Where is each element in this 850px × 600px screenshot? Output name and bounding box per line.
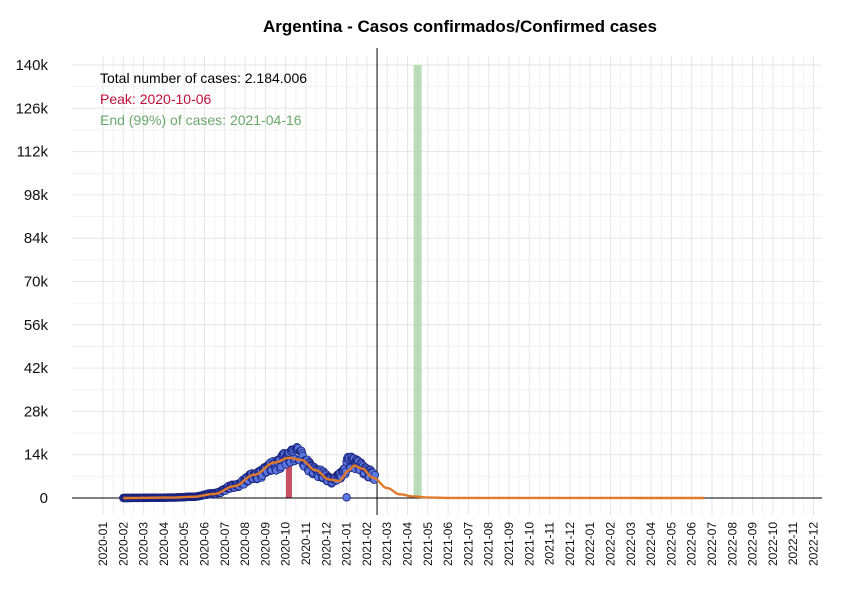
x-tick-label: 2021-11 <box>543 522 557 565</box>
grid <box>72 56 822 515</box>
x-tick-label: 2021-07 <box>461 522 475 566</box>
x-tick-label: 2021-09 <box>502 522 516 566</box>
x-tick-label: 2022-02 <box>604 522 618 566</box>
x-tick-label: 2020-05 <box>177 522 191 566</box>
y-tick-label: 0 <box>40 490 48 507</box>
x-tick-label: 2022-08 <box>725 522 739 566</box>
x-tick-label: 2020-03 <box>137 522 151 566</box>
x-tick-label: 2022-03 <box>624 522 638 566</box>
data-point <box>342 493 351 502</box>
x-tick-label: 2022-10 <box>766 522 780 566</box>
y-tick-label: 56k <box>24 317 49 334</box>
observed-points <box>119 443 380 503</box>
x-tick-labels: 2020-01 2020-02 2020-03 2020-04 2020-05 2020-… <box>96 522 821 566</box>
x-tick-label: 2021-10 <box>522 522 536 566</box>
y-tick-label: 84k <box>24 230 49 247</box>
x-tick-label: 2022-09 <box>746 522 760 566</box>
x-tick-label: 2021-04 <box>401 522 415 566</box>
x-tick-label: 2020-07 <box>218 522 232 566</box>
x-tick-label: 2021-05 <box>421 522 435 566</box>
fitted-curve <box>123 456 705 500</box>
y-tick-label: 112k <box>17 144 49 161</box>
x-tick-label: 2020-02 <box>116 522 130 566</box>
x-tick-label: 2022-06 <box>685 522 699 566</box>
chart-title: Argentina - Casos confirmados/Confirmed … <box>263 17 657 36</box>
x-tick-label: 2020-08 <box>238 522 252 566</box>
y-tick-labels: 0 14k 28k 42k 56k 70k 84k 98k 112k 126k 140k <box>15 57 48 507</box>
y-tick-label: 140k <box>15 57 48 74</box>
x-tick-label: 2020-09 <box>258 522 272 566</box>
end-annotation: End (99%) of cases: 2021-04-16 <box>100 112 302 128</box>
x-tick-label: 2022-07 <box>705 522 719 566</box>
x-tick-label: 2021-01 <box>340 522 354 566</box>
peak-annotation: Peak: 2020-10-06 <box>100 91 212 107</box>
x-tick-label: 2021-12 <box>563 522 577 566</box>
x-tick-label: 2021-02 <box>360 522 374 566</box>
x-tick-label: 2021-08 <box>482 522 496 566</box>
x-tick-label: 2022-01 <box>583 522 597 566</box>
x-tick-label: 2020-04 <box>157 522 171 566</box>
x-tick-label: 2020-10 <box>279 522 293 566</box>
x-tick-label: 2021-06 <box>441 522 455 566</box>
x-tick-label: 2020-01 <box>96 522 110 566</box>
peak-bar <box>285 457 292 498</box>
x-tick-label: 2022-12 <box>807 522 821 566</box>
x-tick-label: 2020-06 <box>198 522 212 566</box>
y-tick-label: 126k <box>15 100 48 117</box>
marker-bars <box>285 65 422 498</box>
x-tick-label: 2022-05 <box>664 522 678 566</box>
y-tick-label: 70k <box>24 274 49 291</box>
x-tick-label: 2020-12 <box>319 522 333 566</box>
fitted-line <box>123 456 705 500</box>
y-tick-label: 14k <box>24 447 49 464</box>
x-tick-label: 2021-03 <box>380 522 394 566</box>
x-tick-label: 2020-11 <box>299 522 313 565</box>
y-tick-label: 98k <box>24 187 49 204</box>
total-cases-annotation: Total number of cases: 2.184.006 <box>100 70 307 86</box>
y-tick-label: 28k <box>24 403 49 420</box>
x-tick-label: 2022-11 <box>786 522 800 565</box>
end-bar <box>413 65 422 498</box>
y-tick-label: 42k <box>24 360 49 377</box>
x-tick-label: 2022-04 <box>644 522 658 566</box>
